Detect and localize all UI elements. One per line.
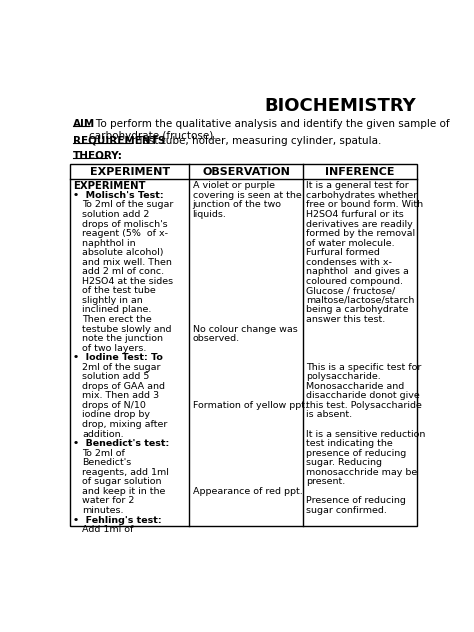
Text: liquids.: liquids.: [192, 210, 227, 219]
Text: : To perform the qualitative analysis and identify the given sample of
carbohydr: : To perform the qualitative analysis an…: [89, 119, 449, 140]
Text: AIM: AIM: [73, 119, 95, 129]
Text: answer this test.: answer this test.: [306, 315, 385, 324]
Text: BIOCHEMISTRY: BIOCHEMISTRY: [264, 97, 416, 114]
Text: sugar confirmed.: sugar confirmed.: [306, 506, 387, 515]
Text: note the junction: note the junction: [82, 334, 164, 343]
Text: observed.: observed.: [192, 334, 240, 343]
Text: EXPERIMENT: EXPERIMENT: [90, 167, 170, 177]
Text: test indicating the: test indicating the: [306, 439, 392, 448]
Text: H2SO4 at the sides: H2SO4 at the sides: [82, 277, 173, 286]
Text: derivatives are readily: derivatives are readily: [306, 219, 412, 229]
Text: minutes.: minutes.: [82, 506, 124, 515]
Text: reagent (5%  of x-: reagent (5% of x-: [82, 229, 168, 238]
Text: 2ml of the sugar: 2ml of the sugar: [82, 363, 161, 372]
Text: Formation of yellow ppt.: Formation of yellow ppt.: [192, 401, 308, 410]
Text: reagents, add 1ml: reagents, add 1ml: [82, 468, 169, 477]
Text: To 2ml of the sugar: To 2ml of the sugar: [82, 200, 174, 209]
Text: solution add 2: solution add 2: [82, 210, 150, 219]
Text: covering is seen at the: covering is seen at the: [192, 191, 301, 200]
Text: sugar. Reducing: sugar. Reducing: [306, 458, 382, 467]
Text: is absent.: is absent.: [306, 410, 352, 420]
Text: drops of GAA and: drops of GAA and: [82, 382, 165, 391]
Text: naphthol in: naphthol in: [82, 239, 136, 248]
Text: OBSERVATION: OBSERVATION: [202, 167, 290, 177]
Text: iodine drop by: iodine drop by: [82, 410, 151, 420]
Text: INFERENCE: INFERENCE: [325, 167, 395, 177]
Text: •  Iodine Test: To: • Iodine Test: To: [73, 353, 163, 362]
Text: It is a sensitive reduction: It is a sensitive reduction: [306, 430, 425, 439]
Text: junction of the two: junction of the two: [192, 200, 282, 209]
Text: This is a specific test for: This is a specific test for: [306, 363, 421, 372]
Text: : Test tube, holder, measuring cylinder, spatula.: : Test tube, holder, measuring cylinder,…: [131, 136, 382, 146]
Text: present.: present.: [306, 477, 345, 486]
Text: Appearance of red ppt.: Appearance of red ppt.: [192, 487, 302, 496]
Text: this test. Polysaccharide: this test. Polysaccharide: [306, 401, 421, 410]
Text: monosacchride may be: monosacchride may be: [306, 468, 417, 477]
Text: coloured compound.: coloured compound.: [306, 277, 403, 286]
Text: Add 1ml of: Add 1ml of: [82, 525, 134, 534]
Text: H2SO4 furfural or its: H2SO4 furfural or its: [306, 210, 403, 219]
Text: carbohydrates whether: carbohydrates whether: [306, 191, 417, 200]
Text: drops of molisch's: drops of molisch's: [82, 219, 168, 229]
Text: drops of N/10: drops of N/10: [82, 401, 146, 410]
Text: add 2 ml of conc.: add 2 ml of conc.: [82, 267, 164, 276]
Text: absolute alcohol): absolute alcohol): [82, 248, 164, 257]
Text: •  Fehling's test:: • Fehling's test:: [73, 516, 162, 525]
Text: A violet or purple: A violet or purple: [192, 181, 274, 190]
Text: and keep it in the: and keep it in the: [82, 487, 166, 496]
Text: being a carbohydrate: being a carbohydrate: [306, 305, 408, 315]
Text: presence of reducing: presence of reducing: [306, 449, 406, 458]
Text: drop, mixing after: drop, mixing after: [82, 420, 168, 429]
Text: free or bound form. With: free or bound form. With: [306, 200, 423, 209]
Text: naphthol  and gives a: naphthol and gives a: [306, 267, 409, 276]
Text: of water molecule.: of water molecule.: [306, 239, 394, 248]
Text: Monosaccharide and: Monosaccharide and: [306, 382, 404, 391]
Text: testube slowly and: testube slowly and: [82, 325, 172, 334]
Text: disaccharide donot give: disaccharide donot give: [306, 391, 419, 401]
Text: It is a general test for: It is a general test for: [306, 181, 409, 190]
Text: To 2ml of: To 2ml of: [82, 449, 126, 458]
Text: No colour change was: No colour change was: [192, 325, 297, 334]
Text: formed by the removal: formed by the removal: [306, 229, 415, 238]
Text: Furfural formed: Furfural formed: [306, 248, 380, 257]
Text: EXPERIMENT: EXPERIMENT: [73, 181, 146, 191]
Text: Glucose / fructose/: Glucose / fructose/: [306, 286, 395, 295]
Text: •  Benedict's test:: • Benedict's test:: [73, 439, 169, 448]
Text: inclined plane.: inclined plane.: [82, 305, 152, 315]
Text: •  Molisch's Test:: • Molisch's Test:: [73, 191, 164, 200]
Text: of sugar solution: of sugar solution: [82, 477, 162, 486]
Text: slightly in an: slightly in an: [82, 296, 143, 305]
Text: maltose/lactose/starch: maltose/lactose/starch: [306, 296, 414, 305]
Text: of the test tube: of the test tube: [82, 286, 156, 295]
Text: of two layers.: of two layers.: [82, 344, 147, 353]
Text: addition.: addition.: [82, 430, 124, 439]
Text: condenses with x-: condenses with x-: [306, 258, 392, 267]
Text: Then erect the: Then erect the: [82, 315, 152, 324]
Text: THEORY:: THEORY:: [73, 151, 123, 161]
Text: and mix well. Then: and mix well. Then: [82, 258, 173, 267]
Text: Presence of reducing: Presence of reducing: [306, 496, 406, 506]
Text: solution add 5: solution add 5: [82, 372, 150, 381]
Text: Benedict's: Benedict's: [82, 458, 132, 467]
Text: mix. Then add 3: mix. Then add 3: [82, 391, 160, 401]
Text: water for 2: water for 2: [82, 496, 135, 506]
Bar: [70, 164, 417, 526]
Text: REQUIREMENTS: REQUIREMENTS: [73, 136, 165, 146]
Text: polysaccharide.: polysaccharide.: [306, 372, 381, 381]
